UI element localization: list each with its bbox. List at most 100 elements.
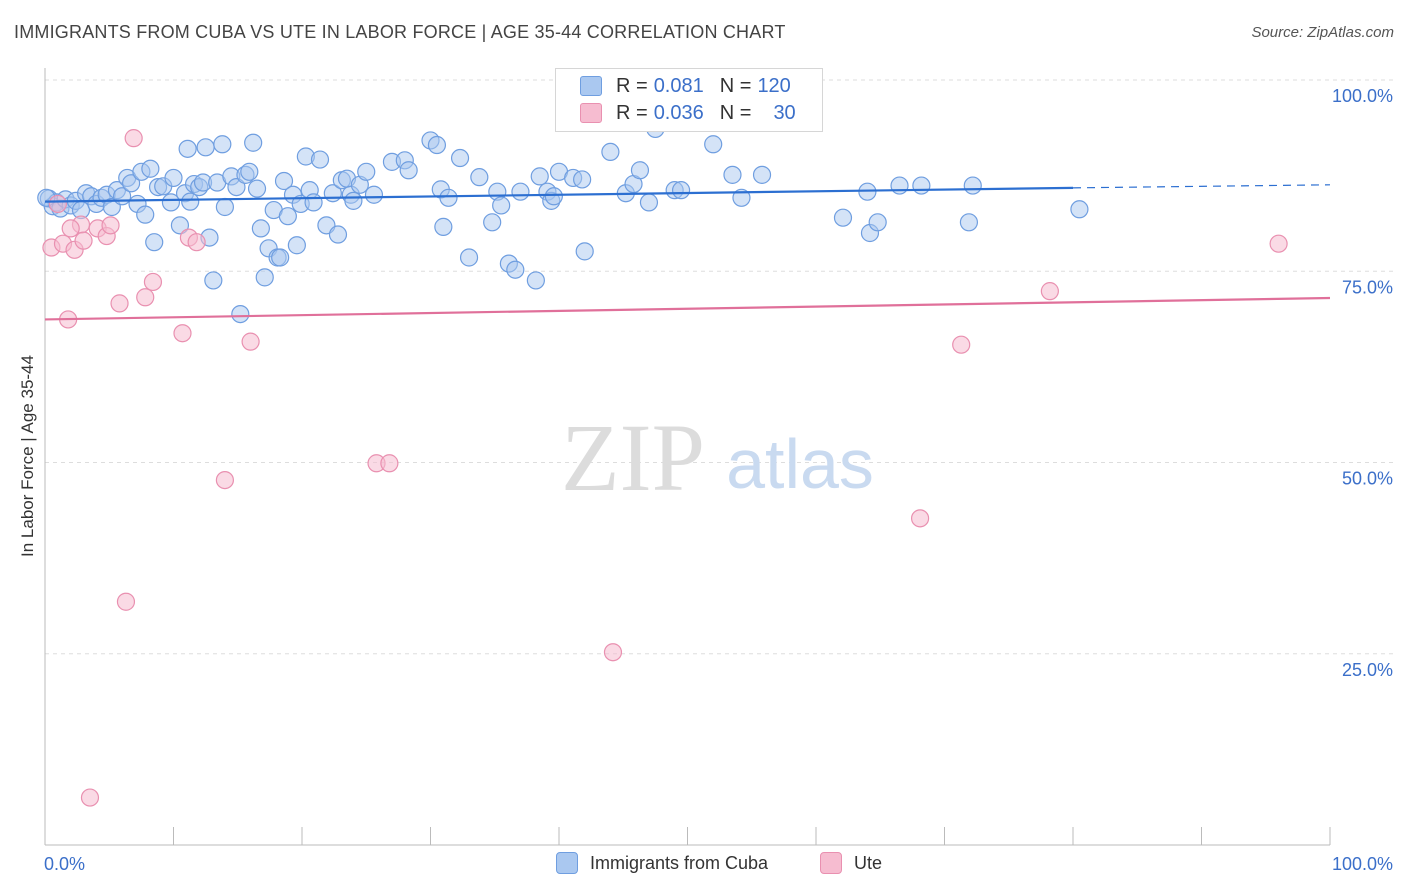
cuba-point [170,216,190,235]
cuba-point [278,207,297,226]
legend-r-value: 0.036 [653,101,704,124]
cuba-point [890,176,909,195]
x-tick-label-min: 0.0% [44,854,85,874]
cuba-point [630,161,650,180]
x-tick-label-max: 100.0% [1332,854,1393,874]
series-cuba-points [37,119,1089,324]
ute-point [241,332,260,351]
legend-r-label: R = [616,101,648,124]
cuba-point [912,176,931,195]
cuba-point [868,213,887,232]
cuba-point [271,248,290,267]
legend-row-cuba: R = 0.081 N = 120 [580,73,791,99]
cuba-point [161,193,181,212]
watermark-atlas: atlas [726,425,874,503]
cuba-point [434,217,453,236]
cuba-point [164,168,183,188]
ute-point [1269,234,1288,253]
cuba-point [196,138,215,157]
cuba-point [573,170,592,189]
ute-point [116,592,136,611]
ute-point [215,470,234,490]
cuba-point [963,176,982,195]
cuba-point [247,179,267,198]
cuba-point [492,196,511,215]
cuba-trend-line [44,186,1074,203]
cuba-point [399,161,418,180]
ute-point [173,324,192,343]
cuba-point [328,225,348,244]
cuba-point [470,168,489,187]
legend-swatch-cuba [580,76,602,96]
cuba-point [459,248,479,267]
cuba-point [231,304,250,324]
tick-labels: 100.0% 75.0% 50.0% 25.0% 0.0% 100.0% [44,86,1393,874]
cuba-point [427,135,447,155]
cuba-point [344,191,363,210]
cuba-point [364,185,384,204]
y-tick-label: 100.0% [1332,86,1393,106]
cuba-point [215,197,234,217]
ute-point [80,788,100,807]
y-tick-label: 75.0% [1342,277,1393,297]
cuba-point [1070,200,1089,219]
trend-lines [44,184,1331,321]
legend-swatch-ute [580,103,602,123]
cuba-point [752,165,772,184]
source-label: Source: ZipAtlas.com [1251,24,1394,41]
cuba-point [251,219,270,238]
cuba-point [121,174,141,193]
cuba-point [511,182,530,201]
cuba-point [732,188,751,207]
legend-n-value: 120 [757,74,791,97]
y-tick-label: 25.0% [1342,660,1393,680]
ute-trend-line [44,296,1331,321]
cuba-point [833,208,853,227]
cuba-point [136,205,155,224]
cuba-point [178,139,197,158]
cuba-point [310,150,330,169]
cuba-point [227,178,246,197]
cuba-point [639,193,659,212]
legend-r-value: 0.081 [653,74,704,97]
ute-point [1040,282,1059,301]
cuba-point [439,188,458,207]
bottom-legend-cuba: Immigrants from Cuba [556,852,768,874]
legend-n-label: N = [719,101,752,124]
cuba-point [483,213,502,232]
watermark-zip: ZIP [561,404,705,511]
cuba-point [204,271,223,290]
ute-point [603,643,623,662]
cuba-point [274,171,294,191]
legend-r-label: R = [616,74,648,97]
ute-point [952,335,971,354]
y-axis-title: In Labor Force | Age 35-44 [18,355,37,557]
cuba-point [141,159,160,178]
cuba-point [287,236,306,255]
cuba-point [304,193,323,212]
watermark: ZIP atlas [561,404,874,511]
series-ute-points [42,69,1288,807]
bottom-legend-label-cuba: Immigrants from Cuba [590,852,769,873]
cuba-point [575,242,594,261]
ute-point [124,129,143,148]
legend-n-value: 30 [773,101,796,124]
cuba-point [530,167,549,186]
correlation-legend: R = 0.081 N = 120 R = 0.036 N = 30 [555,68,823,132]
ute-point [136,288,155,307]
cuba-point [213,135,232,154]
cuba-point [526,271,545,290]
ute-point [187,233,206,252]
cuba-point [671,181,691,200]
cuba-point [506,260,525,279]
ute-point [101,216,120,235]
ute-point [48,194,67,214]
legend-n-label: N = [719,74,752,97]
cuba-point [181,192,200,211]
legend-row-ute: R = 0.036 N = 30 [580,100,796,126]
bottom-swatch-cuba [556,852,578,874]
y-tick-label: 50.0% [1342,469,1393,489]
cuba-point [145,233,164,252]
ute-point [910,509,930,528]
